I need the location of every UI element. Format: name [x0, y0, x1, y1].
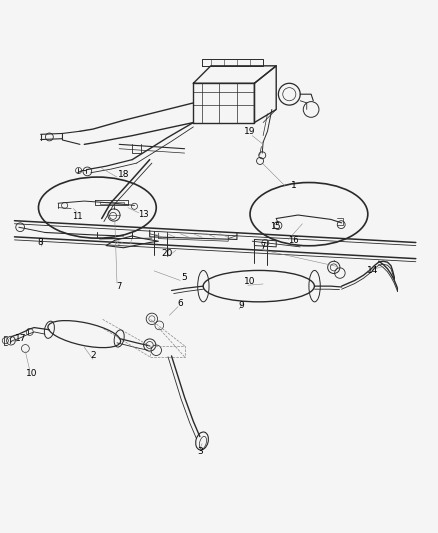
- Text: 17: 17: [15, 334, 26, 343]
- Text: 16: 16: [288, 236, 298, 245]
- Text: 11: 11: [72, 212, 83, 221]
- Text: 15: 15: [269, 222, 280, 231]
- Text: 19: 19: [244, 127, 255, 136]
- Text: 10: 10: [244, 277, 255, 286]
- Text: 9: 9: [238, 301, 244, 310]
- Text: 2: 2: [90, 351, 95, 360]
- Text: 1: 1: [290, 181, 296, 190]
- Text: 5: 5: [181, 273, 187, 282]
- Text: 10: 10: [26, 369, 38, 378]
- Text: 18: 18: [117, 171, 129, 180]
- Text: 7: 7: [260, 243, 265, 252]
- Text: 3: 3: [197, 447, 202, 456]
- Text: 14: 14: [366, 266, 377, 276]
- Text: 6: 6: [177, 299, 183, 308]
- Text: 7: 7: [116, 281, 122, 290]
- Text: 20: 20: [161, 249, 173, 258]
- Text: 13: 13: [138, 209, 148, 219]
- Text: 8: 8: [38, 238, 43, 247]
